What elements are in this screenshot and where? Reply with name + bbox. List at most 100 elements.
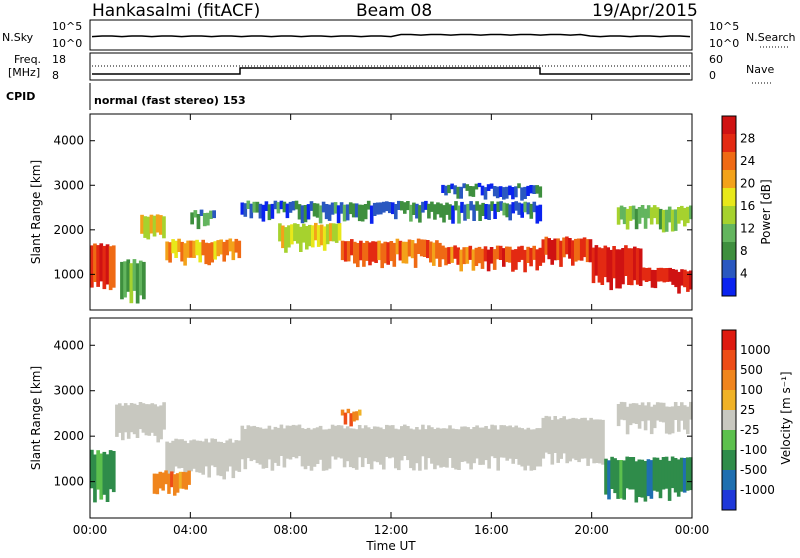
velocity-cell [418, 429, 422, 471]
velocity-cell [649, 406, 654, 435]
velocity-cell [436, 427, 440, 466]
power-cell [638, 248, 643, 286]
velocity-cell [667, 460, 672, 501]
velocity-cell [481, 427, 485, 465]
velocity-cell [354, 429, 359, 470]
power-cell [468, 245, 473, 260]
velocity-cell [164, 470, 168, 485]
xlabel: Time UT [365, 539, 416, 553]
power-cell [351, 203, 356, 218]
colorbar-swatch [722, 350, 736, 371]
power-cell [456, 247, 460, 265]
velocity-cell [643, 405, 648, 431]
velocity-cell [162, 402, 166, 430]
power-cell [441, 245, 445, 260]
power-cell [132, 259, 137, 291]
power-cell [372, 202, 377, 216]
x-tick-label: 12:00 [374, 523, 409, 537]
colorbar-swatch [722, 170, 736, 189]
power-cell [502, 187, 506, 200]
power-cell [426, 240, 430, 259]
power-cell [432, 242, 436, 266]
power-cell [357, 204, 362, 222]
power-cell [656, 267, 661, 282]
velocity-cell [147, 404, 152, 436]
velocity-cell [460, 426, 464, 462]
velocity-cell [634, 403, 639, 424]
velocity-cell [345, 426, 350, 462]
power-cell [284, 227, 288, 253]
nave-label: Nave [746, 63, 774, 76]
colorbar-swatch [722, 278, 736, 297]
nsky-label: N.Sky [2, 31, 34, 44]
power-cell [480, 185, 485, 196]
power-cell [190, 212, 194, 225]
velocity-cell [175, 473, 180, 493]
velocity-cell [655, 457, 660, 492]
power-cell [498, 245, 503, 260]
power-cell [475, 201, 479, 211]
power-cell [474, 183, 479, 190]
power-cell [240, 202, 245, 215]
velocity-cell [616, 460, 620, 499]
power-cell [375, 202, 380, 215]
station-title: Hankasalmi (fitACF) [92, 1, 260, 21]
velocity-cell [171, 440, 175, 473]
power-cell [401, 241, 406, 264]
power-cell [621, 248, 625, 285]
power-cell [282, 201, 287, 213]
velocity-cell [152, 473, 157, 494]
power-cell [538, 204, 543, 222]
velocity-cell [646, 402, 651, 421]
power-cell [123, 261, 127, 298]
nsearch-label: N.Search [746, 31, 796, 44]
power-cell [511, 187, 515, 200]
velocity-cell [132, 403, 137, 435]
velocity-cell [343, 412, 348, 425]
colorbar-swatch [722, 260, 736, 279]
power-cell [391, 202, 395, 215]
power-cell [138, 260, 143, 296]
power-cell [618, 249, 622, 289]
power-cell [502, 248, 506, 267]
velocity-cell [318, 425, 323, 460]
colorbar-tick-label: -100 [740, 443, 767, 457]
velocity-cell [616, 404, 621, 427]
velocity-cell [300, 428, 305, 467]
velocity-cell [327, 428, 332, 469]
power-cell [562, 237, 566, 258]
velocity-colorbar-label: Velocity [m s⁻¹] [779, 371, 793, 464]
power-cell [529, 203, 534, 219]
velocity-cell [637, 459, 642, 497]
power-cell [287, 225, 291, 248]
power-cell [526, 246, 530, 263]
velocity-cell [291, 424, 296, 457]
power-cell [481, 202, 485, 216]
power-cell [514, 186, 518, 198]
power-cell [588, 239, 593, 263]
colorbar-swatch [722, 370, 736, 391]
date-title: 19/Apr/2015 [592, 1, 698, 21]
power-cell [574, 238, 578, 262]
power-cell [345, 204, 350, 221]
nave-bottom-tick: 0 [709, 69, 716, 82]
power-cell [653, 270, 658, 289]
velocity-cell [105, 454, 110, 502]
velocity-cell [661, 457, 666, 490]
colorbar-swatch [722, 450, 736, 471]
velocity-cell [689, 401, 693, 420]
velocity-cell [454, 429, 458, 470]
power-cell [444, 185, 448, 196]
velocity-cell [631, 457, 636, 490]
velocity-cell [167, 473, 171, 494]
power-cell [450, 246, 454, 263]
power-cell [652, 205, 657, 219]
power-cell [311, 225, 315, 248]
velocity-cell [216, 441, 220, 476]
power-cell [480, 248, 485, 269]
velocity-cell [538, 428, 543, 467]
velocity-cell [625, 406, 630, 435]
velocity-cell [333, 425, 338, 460]
velocity-cell [427, 425, 431, 459]
